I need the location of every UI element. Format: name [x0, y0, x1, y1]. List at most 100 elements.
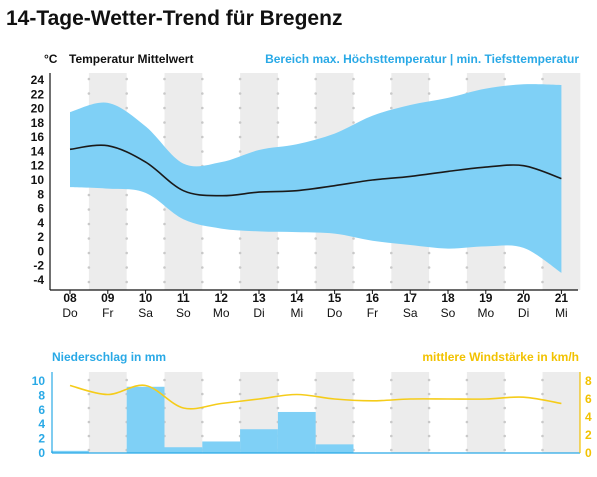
- grid-dot: [87, 378, 91, 382]
- grid-dot: [163, 222, 166, 226]
- grid-dot: [87, 266, 91, 269]
- grid-dot: [87, 434, 91, 438]
- grid-dot: [87, 406, 91, 410]
- weekday-label: So: [176, 306, 191, 320]
- grid-dot: [201, 106, 204, 110]
- grid-dot: [238, 121, 242, 124]
- weekday-label: Mo: [213, 306, 230, 320]
- grid-dot: [87, 392, 91, 396]
- grid-dot: [163, 92, 166, 95]
- precipitation-tick-label: 10: [32, 374, 46, 388]
- grid-dot: [163, 280, 166, 284]
- temperature-unit-label: °C: [44, 52, 58, 66]
- date-label: 18: [441, 291, 455, 305]
- y-tick-label: 16: [31, 130, 45, 144]
- grid-dot: [163, 77, 166, 81]
- wind-speed-line: [69, 384, 562, 410]
- y-tick-label: 14: [31, 144, 45, 158]
- grid-dot: [163, 237, 166, 240]
- weekday-label: Di: [518, 306, 529, 320]
- grid-dot: [541, 420, 544, 424]
- date-label: 17: [404, 291, 418, 305]
- temperature-range-band: [70, 84, 562, 273]
- grid-dot: [163, 251, 166, 255]
- grid-dot: [465, 406, 469, 410]
- wind-tick-label: 2: [585, 428, 592, 442]
- grid-dot: [352, 106, 355, 110]
- wind-tick-label: 8: [585, 374, 592, 388]
- grid-dot: [541, 406, 544, 410]
- grid-dot: [125, 237, 128, 240]
- grid-dot: [465, 251, 469, 255]
- weekday-label: Mi: [290, 306, 303, 320]
- date-label: 10: [139, 291, 153, 305]
- grid-dot: [427, 77, 431, 81]
- grid-dot: [390, 420, 393, 424]
- grid-dot: [541, 448, 544, 452]
- grid-dot: [201, 420, 204, 424]
- grid-dot: [201, 280, 204, 284]
- date-label: 21: [555, 291, 569, 305]
- grid-dot: [276, 280, 280, 284]
- grid-dot: [352, 434, 355, 438]
- precipitation-bars: [51, 386, 354, 453]
- grid-dot: [314, 77, 318, 81]
- grid-dot: [238, 150, 242, 153]
- temperature-range-legend: Bereich max. Höchsttemperatur | min. Tie…: [265, 52, 579, 66]
- grid-dot: [465, 280, 469, 284]
- weekday-label: Mi: [555, 306, 568, 320]
- grid-dot: [87, 420, 91, 424]
- y-tick-label: 12: [31, 159, 45, 173]
- grid-dot: [352, 378, 355, 382]
- y-tick-label: 18: [31, 116, 45, 130]
- grid-dot: [238, 280, 242, 284]
- precipitation-tick-label: 2: [38, 432, 45, 446]
- grid-dot: [390, 406, 393, 410]
- grid-dot: [503, 434, 507, 438]
- grid-dot: [125, 266, 128, 269]
- grid-dot: [314, 378, 318, 382]
- temperature-chart: °C Temperatur Mittelwert Bereich max. Hö…: [31, 52, 581, 320]
- grid-dot: [87, 280, 91, 284]
- y-tick-label: 24: [31, 73, 45, 87]
- precipitation-tick-label: 0: [38, 446, 45, 460]
- grid-dot: [314, 237, 318, 240]
- precipitation-bar: [315, 444, 354, 453]
- grid-dot: [125, 77, 128, 81]
- grid-dot: [238, 378, 242, 382]
- grid-dot: [352, 280, 355, 284]
- grid-dot: [238, 266, 242, 269]
- grid-dot: [314, 392, 318, 396]
- precipitation-tick-label: 8: [38, 388, 45, 402]
- weekday-label: Sa: [138, 306, 153, 320]
- grid-dot: [352, 121, 355, 124]
- grid-dot: [201, 135, 204, 139]
- y-tick-label: 4: [37, 216, 44, 230]
- grid-dot: [427, 280, 431, 284]
- grid-dot: [314, 106, 318, 110]
- grid-dot: [163, 266, 166, 269]
- grid-dot: [87, 448, 91, 452]
- grid-dot: [314, 121, 318, 124]
- grid-dot: [201, 92, 204, 95]
- grid-dot: [276, 121, 280, 124]
- weekday-label: So: [441, 306, 456, 320]
- grid-dot: [238, 392, 242, 396]
- precipitation-label: Niederschlag in mm: [52, 350, 166, 364]
- y-tick-label: -4: [33, 273, 44, 287]
- grid-dot: [276, 106, 280, 110]
- grid-dot: [201, 150, 204, 153]
- grid-dot: [276, 251, 280, 255]
- grid-dot: [503, 406, 507, 410]
- date-label: 16: [366, 291, 380, 305]
- y-tick-label: -2: [33, 259, 44, 273]
- grid-dot: [125, 280, 128, 284]
- date-label: 09: [101, 291, 115, 305]
- grid-dot: [87, 77, 91, 81]
- grid-dot: [201, 121, 204, 124]
- grid-dot: [238, 106, 242, 110]
- grid-dot: [503, 378, 507, 382]
- grid-dot: [276, 237, 280, 240]
